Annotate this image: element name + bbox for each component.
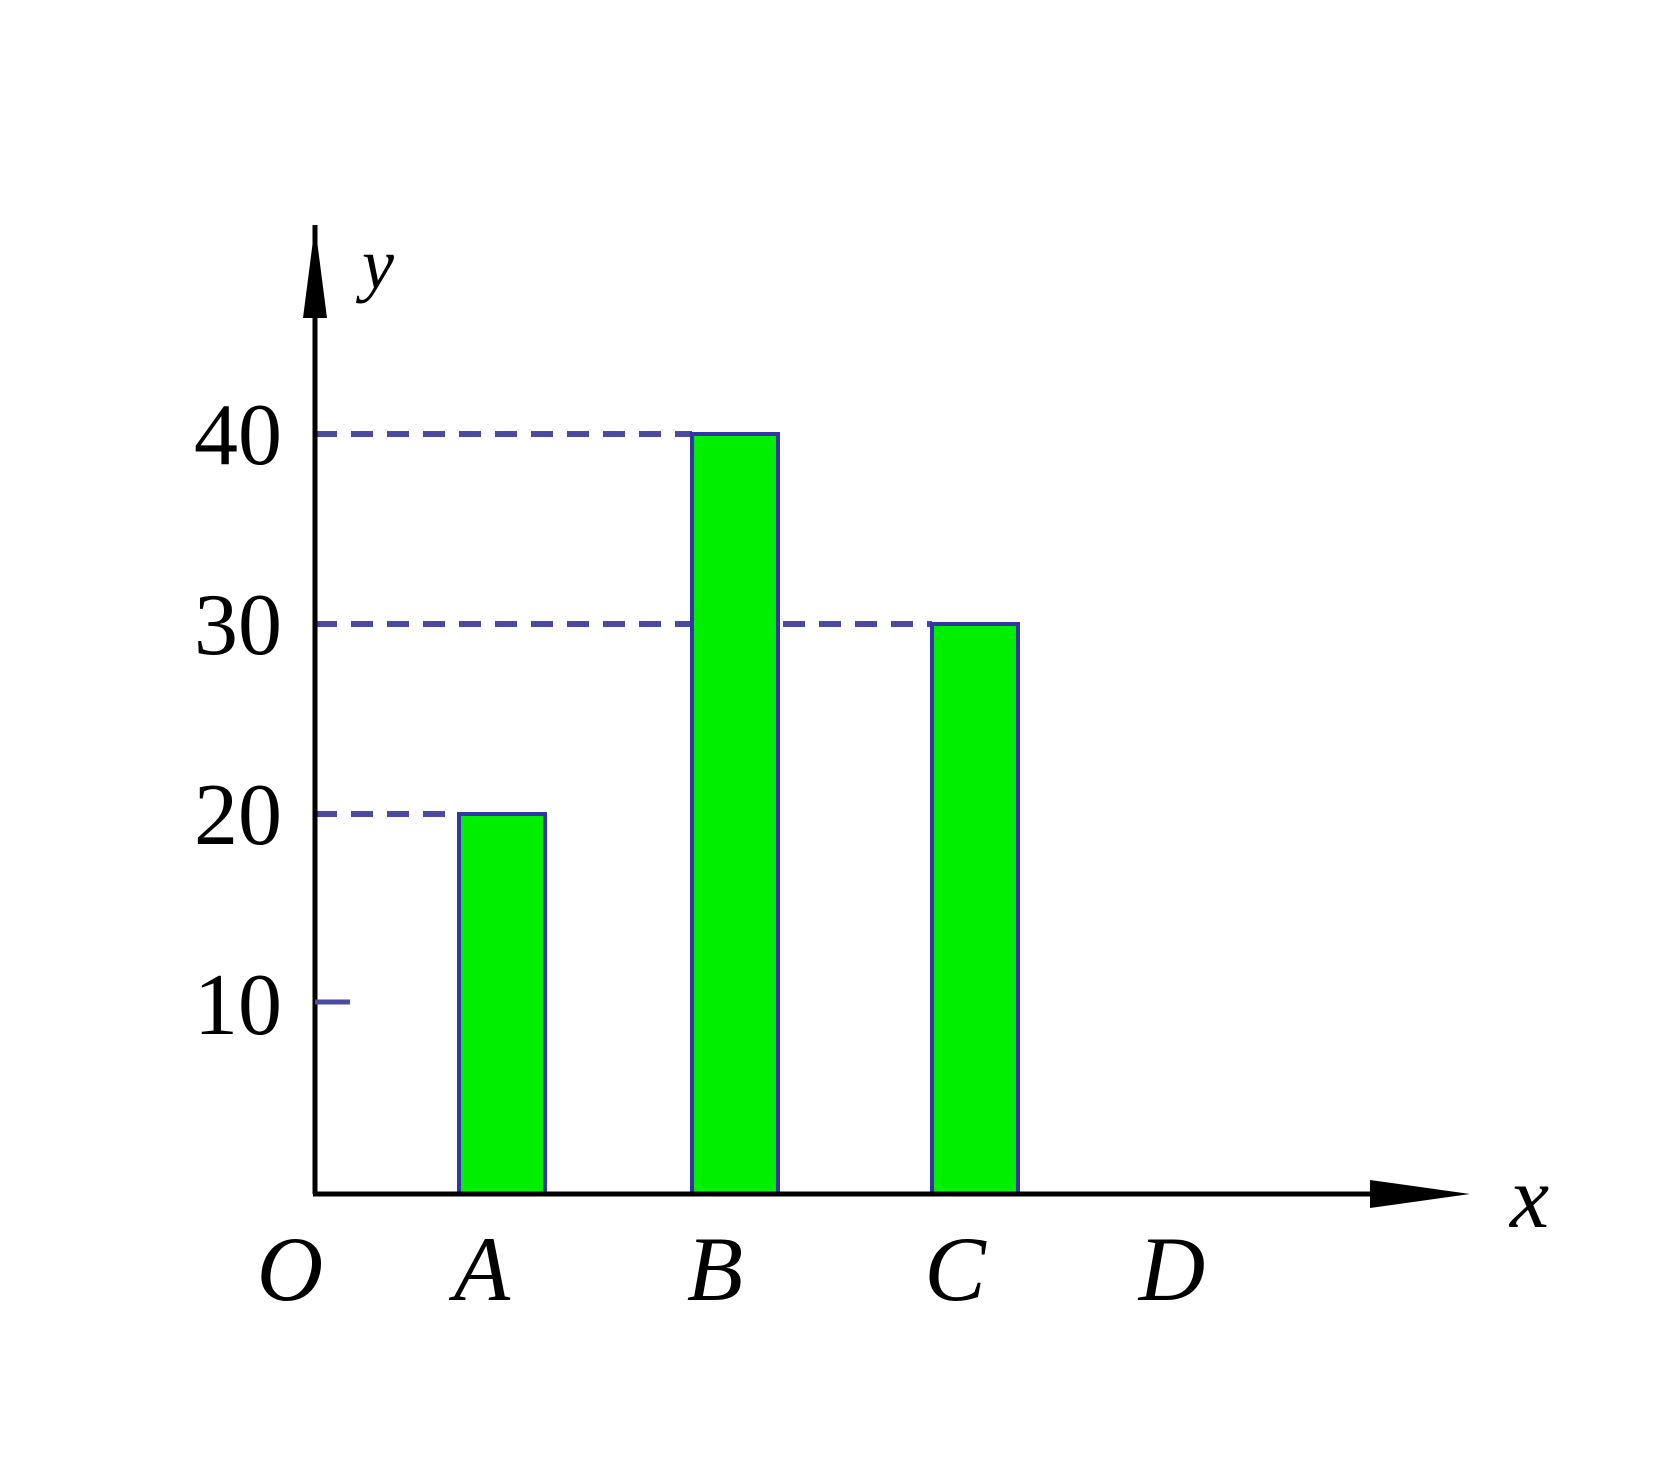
y-tick-label-10: 10 <box>194 957 282 1054</box>
y-tick-labels: 10 20 30 40 <box>194 387 282 1054</box>
y-tick-label-40: 40 <box>194 387 282 484</box>
axes <box>303 225 1470 1208</box>
y-tick-label-30: 30 <box>194 577 282 674</box>
x-category-label-C: C <box>924 1218 987 1320</box>
origin-label: O <box>257 1218 323 1320</box>
bar-A <box>457 812 547 1196</box>
x-category-label-A: A <box>448 1218 511 1320</box>
x-category-label-B: B <box>687 1218 743 1320</box>
y-axis-arrow-icon <box>303 225 327 318</box>
x-category-labels: A B C D <box>448 1218 1205 1320</box>
bars <box>457 432 1020 1196</box>
x-category-label-D: D <box>1137 1218 1205 1320</box>
y-tick-label-20: 20 <box>194 767 282 864</box>
x-axis-label: x <box>1508 1150 1549 1247</box>
reference-lines <box>315 431 932 817</box>
y-axis-label: y <box>355 224 394 304</box>
x-axis-arrow-icon <box>1370 1180 1470 1208</box>
bar-C <box>930 622 1020 1196</box>
bar-B <box>690 432 780 1196</box>
